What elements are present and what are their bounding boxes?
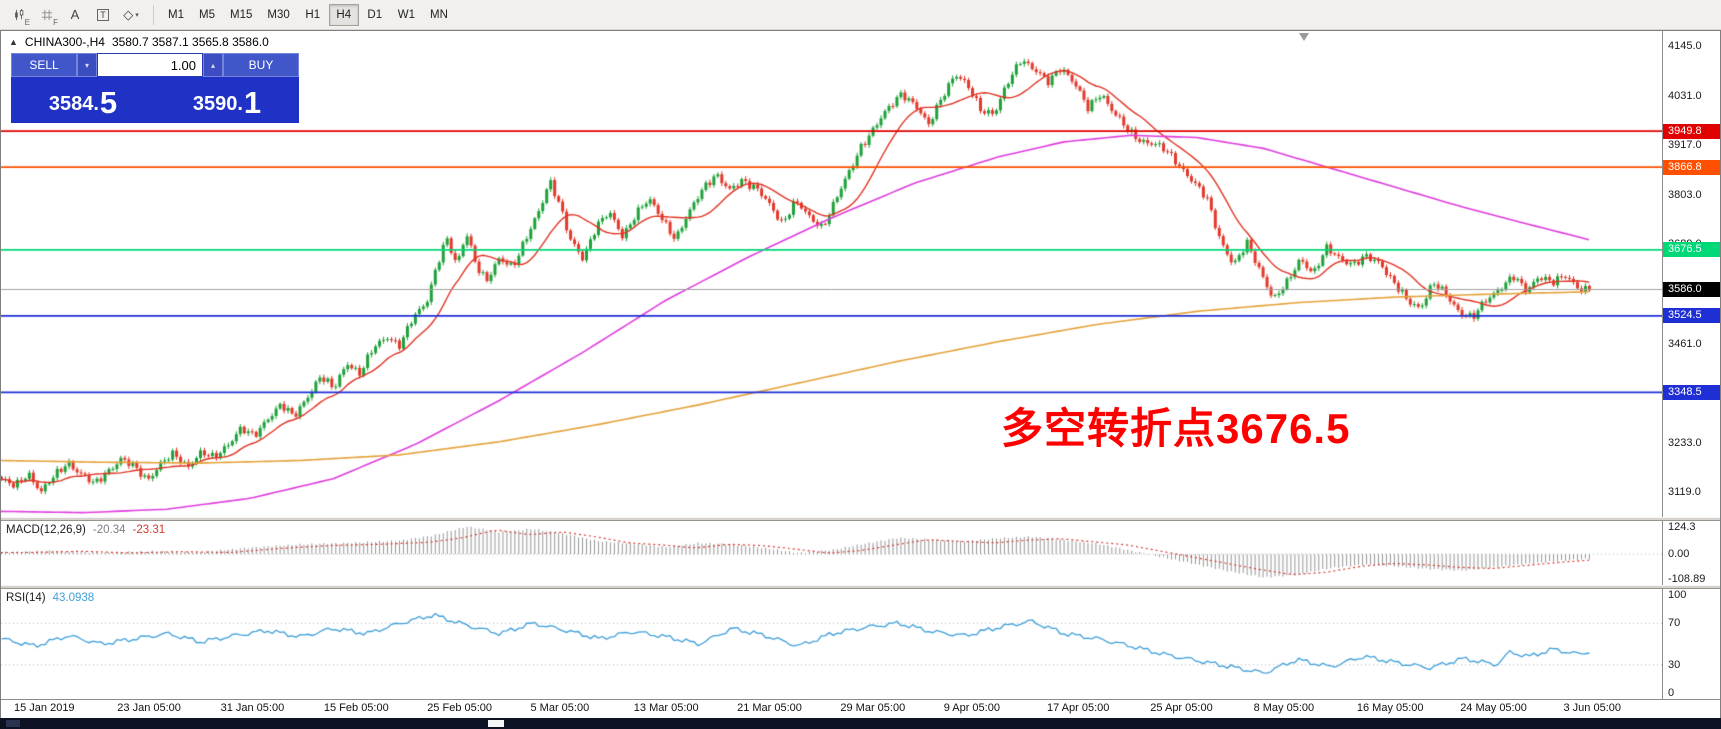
time-label: 9 Apr 05:00: [943, 702, 1000, 714]
taskbar-start-button[interactable]: [6, 720, 20, 727]
quote-row: ▲ CHINA300-,H4 3580.7 3587.1 3565.8 3586…: [9, 35, 269, 49]
taskbar: [0, 718, 1721, 729]
time-label: 24 May 05:00: [1460, 702, 1527, 714]
main-chart-panel: ▲ CHINA300-,H4 3580.7 3587.1 3565.8 3586…: [1, 31, 1720, 517]
time-label: 8 May 05:00: [1253, 702, 1315, 714]
panel-divider-2[interactable]: [1, 585, 1720, 589]
hline-price-badge: 3676.5: [1663, 242, 1720, 258]
macd-tick: 124.3: [1668, 521, 1696, 533]
text-label-tool-icon[interactable]: A: [62, 4, 88, 26]
hline-price-badge: 3866.8: [1663, 159, 1720, 175]
rsi-tick: 100: [1668, 589, 1687, 601]
timeframe-h4-button[interactable]: H4: [328, 3, 359, 26]
timeframe-d1-button[interactable]: D1: [360, 4, 390, 26]
taskbar-item[interactable]: [488, 720, 504, 727]
chart-window: ▲ CHINA300-,H4 3580.7 3587.1 3565.8 3586…: [0, 30, 1721, 718]
toolbar-separator: [153, 4, 154, 25]
price-tick: 3119.0: [1668, 486, 1701, 499]
trade-panel-collapse-icon[interactable]: ▲: [9, 37, 18, 47]
rsi-tick: 0: [1668, 687, 1675, 699]
rsi-tick: 70: [1668, 617, 1681, 630]
buy-price: 3590. 1: [192, 85, 262, 120]
volume-decrease-button[interactable]: ▾: [77, 53, 97, 77]
price-tick: 4145.0: [1668, 40, 1702, 53]
time-label: 16 May 05:00: [1356, 702, 1424, 714]
macd-chart-canvas[interactable]: [1, 521, 1662, 585]
time-label: 5 Mar 05:00: [530, 702, 590, 714]
timeframe-m30-button[interactable]: M30: [260, 4, 296, 26]
time-label: 21 Mar 05:00: [737, 702, 802, 714]
sell-price: 3584. 5: [48, 85, 118, 120]
rsi-chart-canvas[interactable]: [1, 589, 1662, 699]
timeframe-h1-button[interactable]: H1: [298, 4, 328, 26]
hline-price-badge: 3348.5: [1663, 384, 1720, 400]
timeframe-group: M1 M5 M15 M30 H1 H4 D1 W1 MN: [161, 3, 456, 26]
rsi-label: RSI(14) 43.0938: [6, 592, 95, 604]
price-tick: 3803.0: [1668, 188, 1702, 201]
candlestick-tool-icon[interactable]: E: [6, 4, 32, 27]
chart-shift-marker[interactable]: [1299, 33, 1309, 41]
macd-axis[interactable]: 124.3 0.00 -108.89: [1662, 521, 1720, 585]
time-label: 13 Mar 05:00: [633, 702, 699, 714]
macd-tick: -108.89: [1668, 573, 1706, 585]
timeframe-m15-button[interactable]: M15: [223, 4, 259, 26]
one-click-trade-panel: SELL ▾ ▴ BUY 3584.5 3590.1: [11, 53, 299, 123]
timeframe-mn-button[interactable]: MN: [423, 4, 455, 26]
price-tick: 3917.0: [1668, 139, 1702, 152]
rsi-axis[interactable]: 100 70 30 0: [1662, 589, 1720, 699]
time-label: 15 Jan 2019: [14, 702, 75, 714]
text-box-tool-icon[interactable]: T: [90, 4, 116, 26]
hline-price-badge: 3524.5: [1663, 308, 1720, 324]
timeframe-w1-button[interactable]: W1: [391, 4, 422, 26]
timeframe-m5-button[interactable]: M5: [192, 4, 222, 26]
grid-tool-icon[interactable]: F: [34, 4, 60, 27]
draw-tools-icon[interactable]: ◇ ▾: [118, 4, 144, 26]
buy-button[interactable]: BUY: [223, 53, 299, 77]
volume-increase-button[interactable]: ▴: [203, 53, 223, 77]
price-axis[interactable]: 4145.04031.03917.03803.03689.03575.03461…: [1662, 31, 1720, 517]
time-label: 25 Apr 05:00: [1150, 702, 1213, 714]
price-tick: 3461.0: [1668, 337, 1702, 350]
time-label: 31 Jan 05:00: [220, 702, 285, 714]
quote-ohlc: 3580.7 3587.1 3565.8 3586.0: [111, 35, 269, 49]
chart-annotation-text: 多空转折点3676.5: [1001, 405, 1351, 452]
top-toolbar: E F A T ◇ ▾ M1 M5 M15 M30 H1 H4 D1 W1 MN: [0, 0, 1721, 30]
timeframe-m1-button[interactable]: M1: [161, 4, 191, 26]
hline-price-badge: 3949.8: [1663, 123, 1720, 139]
bid-ask-display: 3584. 5 3590. 1: [11, 77, 299, 123]
time-label: 29 Mar 05:00: [840, 702, 906, 714]
time-label: 3 Jun 05:00: [1563, 702, 1622, 714]
sell-button[interactable]: SELL: [11, 53, 77, 77]
rsi-tick: 30: [1668, 658, 1681, 671]
time-label: 25 Feb 05:00: [427, 702, 493, 714]
rsi-panel: RSI(14) 43.0938 100 70 30 0: [1, 589, 1720, 699]
macd-panel: MACD(12,26,9) -20.34 -23.31 124.3 0.00 -108.…: [1, 521, 1720, 585]
current-price-badge: 3586.0: [1663, 281, 1720, 297]
volume-input[interactable]: [97, 53, 203, 77]
time-label: 15 Feb 05:00: [323, 702, 389, 714]
quote-symbol: CHINA300-,H4: [24, 35, 105, 49]
price-tick: 3233.0: [1668, 436, 1702, 449]
time-label: 23 Jan 05:00: [117, 702, 181, 714]
price-tick: 4031.0: [1668, 89, 1702, 102]
macd-label: MACD(12,26,9) -20.34 -23.31: [6, 524, 166, 536]
time-axis[interactable]: 15 Jan 2019 23 Jan 05:00 31 Jan 05:00 15 Fe…: [1, 699, 1720, 718]
time-label: 17 Apr 05:00: [1047, 702, 1110, 714]
macd-tick: 0.00: [1668, 548, 1690, 561]
panel-divider-1[interactable]: [1, 517, 1720, 521]
